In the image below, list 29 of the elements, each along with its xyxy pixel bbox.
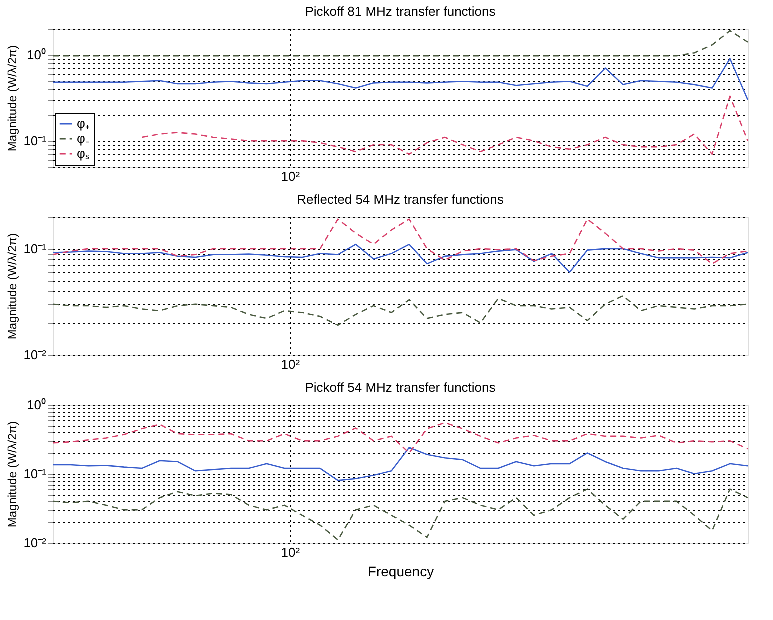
- x-axis-title: Frequency: [368, 564, 434, 580]
- line-series: [53, 30, 748, 57]
- line-series: [141, 96, 748, 156]
- line-series: [53, 58, 748, 101]
- legend-label: φₛ: [77, 146, 90, 161]
- legend-label: φ₋: [77, 131, 90, 146]
- text: 10²: [281, 545, 301, 560]
- y-tick-label: 10⁻¹: [24, 241, 48, 256]
- text: 10²: [281, 169, 301, 184]
- y-axis-title: Magnitude (W/λ/2π): [6, 233, 20, 340]
- chart-title: Pickoff 54 MHz transfer functions: [305, 380, 496, 395]
- y-axis-title: Magnitude (W/λ/2π): [6, 421, 20, 528]
- y-tick-label: 10⁻¹: [24, 134, 48, 149]
- line-series: [53, 244, 748, 274]
- chart-title: Reflected 54 MHz transfer functions: [297, 192, 504, 207]
- text: 10²: [281, 357, 301, 372]
- y-tick-label: 10⁰: [27, 47, 46, 62]
- legend-label: φ₊: [77, 116, 90, 131]
- line-series: [53, 422, 748, 454]
- y-tick-label: 10⁻²: [24, 348, 48, 362]
- chart-title: Pickoff 81 MHz transfer functions: [305, 4, 496, 19]
- line-series: [53, 447, 748, 482]
- line-series: [53, 218, 748, 265]
- y-tick-label: 10⁰: [27, 398, 46, 412]
- y-tick-label: 10⁻²: [24, 536, 48, 550]
- y-axis-title: Magnitude (W/λ/2π): [6, 45, 20, 152]
- line-series: [53, 488, 748, 541]
- line-series: [53, 295, 748, 326]
- y-tick-label: 10⁻¹: [24, 466, 48, 482]
